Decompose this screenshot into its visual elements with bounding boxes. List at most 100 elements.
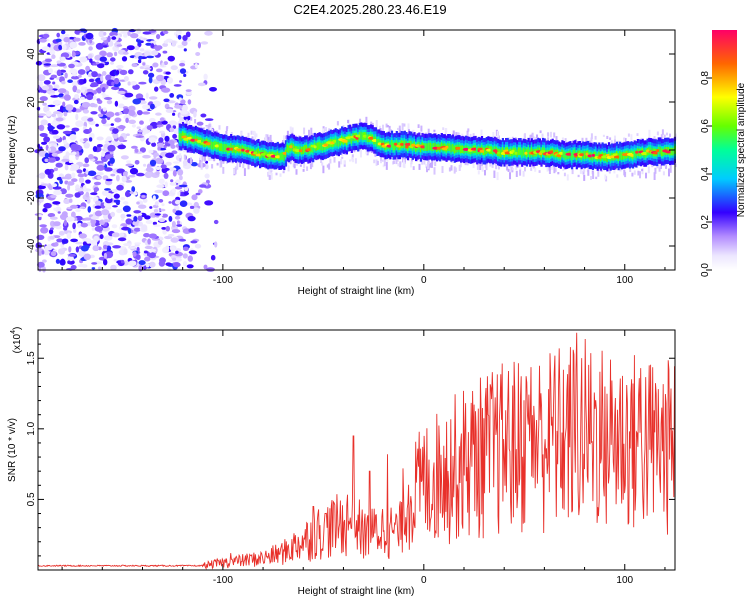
noise-cell <box>163 98 170 103</box>
noise-cell <box>172 161 180 164</box>
noise-cell <box>69 36 75 40</box>
noise-cell <box>156 34 161 40</box>
ridge-peak <box>591 153 596 157</box>
noise-cell <box>103 244 108 250</box>
halo-cell <box>423 160 426 165</box>
noise-cell <box>210 254 216 261</box>
noise-cell <box>39 96 48 102</box>
noise-cell <box>43 63 52 66</box>
noise-cell <box>116 174 120 182</box>
noise-cell <box>186 264 194 269</box>
ridge-peak <box>196 139 203 143</box>
ridge-cell <box>318 141 321 150</box>
ridge-cell <box>451 143 455 152</box>
noise-cell <box>143 250 148 254</box>
noise-cell <box>85 32 94 40</box>
noise-cell <box>183 73 187 77</box>
halo-cell <box>511 136 514 140</box>
noise-cell <box>63 198 71 204</box>
noise-cell <box>159 117 165 122</box>
halo-cell <box>270 167 273 172</box>
noise-cell <box>145 92 149 99</box>
noise-cell <box>195 52 201 56</box>
halo-cell <box>199 157 202 166</box>
ridge-peak <box>400 142 405 146</box>
noise-cell <box>163 172 169 179</box>
ridge-cell <box>591 153 594 161</box>
halo-cell <box>433 167 436 175</box>
halo-cell <box>322 128 325 136</box>
noise-cell <box>178 238 187 242</box>
halo-cell <box>267 139 270 145</box>
halo-cell <box>636 133 639 136</box>
noise-cell <box>134 160 140 165</box>
snr-series-line <box>37 332 675 571</box>
noise-cell <box>164 135 170 142</box>
noise-cell <box>125 180 133 183</box>
halo-cell <box>455 167 458 171</box>
noise-cell <box>56 60 62 64</box>
noise-cell <box>41 250 45 255</box>
halo-cell <box>218 125 221 130</box>
noise-cell <box>47 123 51 127</box>
noise-cell <box>171 150 178 155</box>
snr-panel: -100 0 100 0.5 1.0 1.5 Height of straight lin… <box>7 327 676 597</box>
halo-cell <box>547 132 550 137</box>
halo-cell <box>506 165 509 171</box>
halo-cell <box>489 162 492 167</box>
halo-cell <box>370 150 373 153</box>
ridge-cell <box>431 143 434 152</box>
noise-cell <box>128 260 137 267</box>
noise-cell <box>144 67 152 70</box>
noise-cell <box>110 123 115 126</box>
ridge-cell <box>288 145 291 153</box>
noise-cell <box>53 189 62 196</box>
ridge-peak <box>229 147 235 151</box>
noise-cell <box>114 100 119 107</box>
noise-cell <box>203 73 208 81</box>
noise-cell <box>181 104 188 112</box>
halo-cell <box>498 135 500 140</box>
noise-cell <box>128 69 134 75</box>
halo-cell <box>660 134 663 142</box>
noise-cell <box>67 181 75 186</box>
spectrogram-y-tick-label: -20 <box>26 190 37 205</box>
noise-cell <box>53 167 59 172</box>
noise-cell <box>71 178 78 183</box>
halo-cell <box>606 135 609 139</box>
halo-cell <box>266 134 269 138</box>
halo-cell <box>365 148 368 155</box>
noise-cell <box>137 39 142 46</box>
noise-cell <box>110 57 116 62</box>
halo-cell <box>382 124 384 133</box>
noise-cell <box>70 238 78 243</box>
noise-cell <box>100 37 107 41</box>
noise-cell <box>165 143 171 147</box>
noise-cell <box>37 185 46 190</box>
noise-cell <box>123 248 128 255</box>
colorbar-tick-label: 0.4 <box>700 167 711 181</box>
halo-cell <box>243 168 246 176</box>
noise-cell <box>102 45 108 48</box>
noise-cell <box>76 169 83 174</box>
halo-cell <box>577 174 580 178</box>
noise-cell <box>137 130 143 133</box>
noise-cell <box>131 145 138 149</box>
noise-cell <box>162 42 169 47</box>
noise-cell <box>176 224 183 227</box>
noise-cell <box>69 134 77 141</box>
noise-cell <box>67 184 71 191</box>
halo-cell <box>402 159 405 168</box>
halo-cell <box>538 170 541 173</box>
halo-cell <box>296 163 299 166</box>
snr-x-tick-label: -100 <box>213 575 233 586</box>
ridge-cell <box>514 147 517 156</box>
halo-cell <box>510 166 513 172</box>
noise-cell <box>188 250 197 255</box>
ridge-peak <box>405 145 409 149</box>
halo-cell <box>571 166 574 175</box>
noise-cell <box>134 148 139 153</box>
noise-cell <box>68 246 72 253</box>
ridge-cell <box>212 141 215 150</box>
noise-cell <box>73 229 77 233</box>
